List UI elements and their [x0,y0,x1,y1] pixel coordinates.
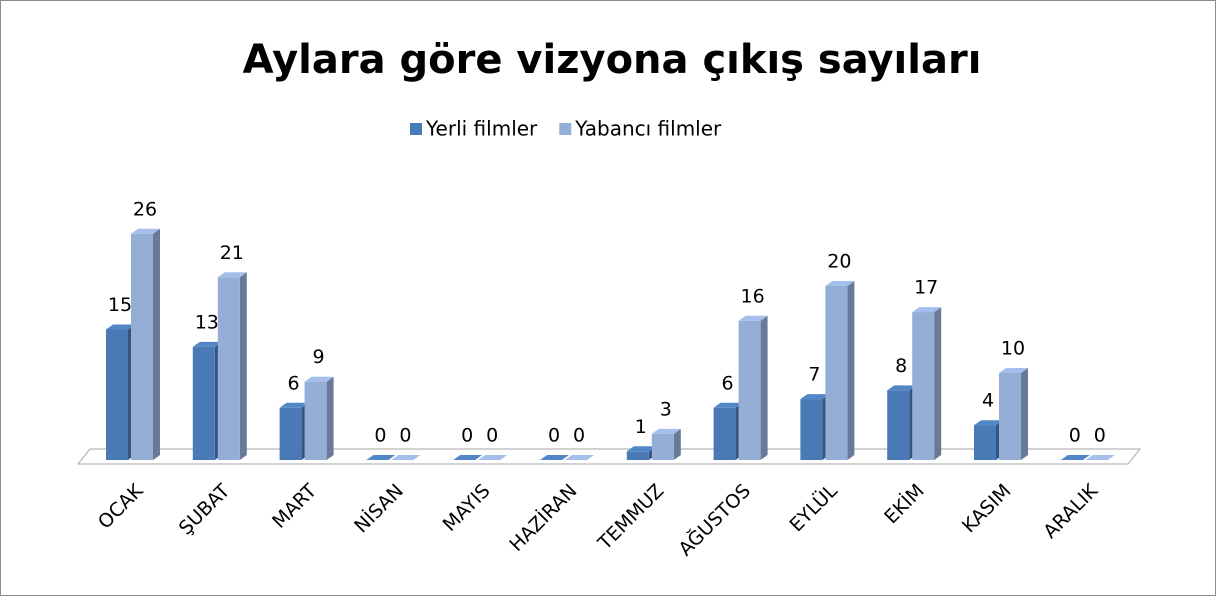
value-label: 15 [108,294,132,316]
value-label: 0 [573,425,585,447]
bar [713,407,736,460]
bar-top [738,315,768,321]
bar-top [651,428,681,434]
bar-side [153,228,160,460]
bar [738,320,761,460]
bar-top [887,385,917,391]
bar [626,451,649,460]
bar [217,277,240,460]
value-label: 10 [1001,338,1025,360]
bar [279,407,302,460]
bar-side [934,307,942,460]
value-label: 6 [722,372,734,394]
bar [912,312,935,460]
bar-top [974,420,1003,426]
value-label: 7 [808,364,820,386]
bar-side [326,376,334,460]
value-label: 9 [313,346,325,368]
bar-top [626,446,656,452]
bar-top [453,455,483,460]
bar-top [999,368,1028,373]
bar [999,373,1021,460]
bar [800,399,823,460]
bar-top [912,307,942,313]
value-label: 17 [914,277,938,299]
value-label: 0 [374,425,386,447]
value-label: 6 [288,372,300,394]
bar [974,425,996,460]
bar-top [1060,455,1090,460]
bar-top [391,455,421,460]
value-label: 0 [486,425,498,447]
bar [192,346,215,460]
chart-title: Aylara göre vizyona çıkış sayıları [243,37,982,83]
value-label: 20 [827,251,851,273]
bar-top [825,281,855,286]
bar [887,390,910,460]
value-label: 0 [399,425,411,447]
legend-swatch [559,123,572,135]
legend-swatch [410,123,422,135]
bar-top [106,324,135,330]
bar [651,433,674,460]
bar [825,286,848,460]
bar-side [239,272,247,460]
bar [131,233,153,460]
value-label: 21 [220,242,244,264]
bar [304,381,327,460]
value-label: 26 [133,198,157,220]
value-label: 16 [741,285,765,307]
bar-top [540,455,569,460]
value-label: 8 [895,355,907,377]
bar-top [131,228,160,234]
bar-top [366,455,396,460]
bar-top [192,341,222,347]
legend-label: Yerli filmler [425,117,538,141]
bar-top [217,272,247,278]
bar-top [800,394,830,400]
legend-label: Yabancı filmler [574,117,722,141]
value-label: 1 [635,416,647,438]
floor [76,448,1142,465]
bar [106,329,128,460]
bar-top [1085,455,1115,460]
bar-side [847,281,855,460]
value-label: 0 [548,425,560,447]
value-label: 13 [195,311,219,333]
bar-side [673,428,681,460]
bar-side [760,315,768,460]
bar-top [713,402,743,408]
value-label: 4 [982,390,994,412]
bar-top [279,402,309,408]
value-label: 0 [1069,425,1081,447]
value-label: 0 [1094,425,1106,447]
value-label: 0 [461,425,473,447]
bar-top [304,376,334,382]
bar-top [565,455,594,460]
bar-side [1021,368,1028,460]
bar-top [478,455,508,460]
value-label: 3 [660,398,672,420]
